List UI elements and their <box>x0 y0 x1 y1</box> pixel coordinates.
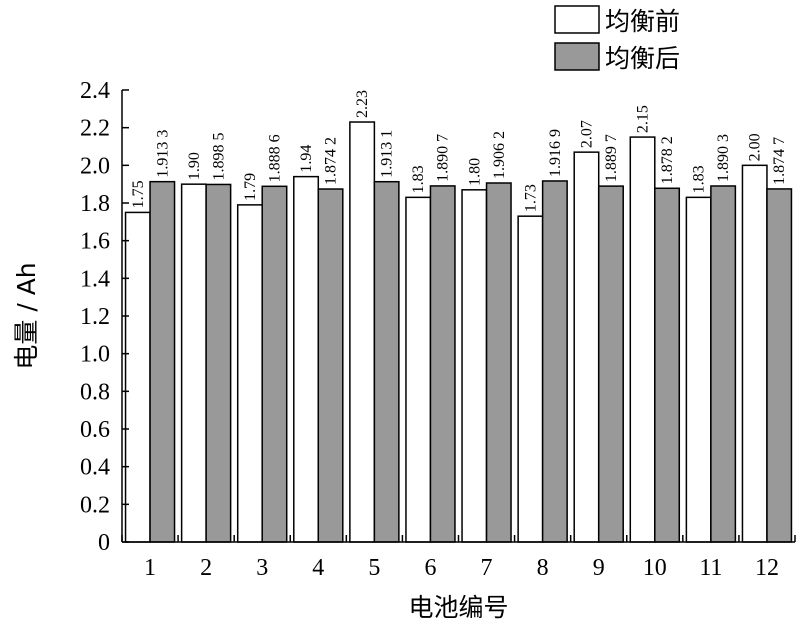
legend-label-after: 均衡后 <box>605 44 680 73</box>
y-tick-label-1.8: 1.8 <box>80 191 110 217</box>
y-tick-label-0.6: 0.6 <box>80 417 110 443</box>
data-label-after-11: 1.890 3 <box>715 134 732 182</box>
data-label-before-3: 1.79 <box>242 173 259 201</box>
y-tick-label-0.8: 0.8 <box>80 379 110 405</box>
bar-after-7 <box>485 182 512 543</box>
legend-swatch-after <box>554 42 600 71</box>
legend-swatch-before <box>554 5 600 34</box>
y-tick-label-0.4: 0.4 <box>80 455 110 481</box>
bar-before-3 <box>236 204 263 543</box>
bar-after-1 <box>149 180 176 543</box>
data-label-before-10: 2.15 <box>635 105 652 133</box>
data-label-before-7: 1.80 <box>466 158 483 186</box>
bar-before-5 <box>349 121 376 543</box>
x-tick-label-10: 10 <box>643 555 667 581</box>
y-tick-label-0: 0 <box>98 530 110 556</box>
y-tick-label-2.4: 2.4 <box>80 78 110 104</box>
bar-after-5 <box>373 180 400 543</box>
data-label-after-2: 1.898 5 <box>210 132 227 180</box>
data-label-before-6: 1.83 <box>410 165 427 193</box>
bar-before-1 <box>124 211 151 543</box>
bar-before-8 <box>517 215 544 543</box>
x-tick-label-3: 3 <box>256 555 268 581</box>
data-label-after-4: 1.874 2 <box>323 137 340 185</box>
data-labels: 1.75 1.913 3 1.90 1.898 5 1.79 1.888 6 1.94 1.8… <box>130 90 788 212</box>
bar-before-4 <box>293 175 320 543</box>
bar-before-2 <box>180 183 207 543</box>
data-label-before-11: 1.83 <box>691 165 708 193</box>
bar-before-10 <box>629 136 656 543</box>
data-label-after-7: 1.906 2 <box>491 131 508 179</box>
x-tick-label-12: 12 <box>755 555 779 581</box>
data-label-after-8: 1.916 9 <box>547 129 564 177</box>
data-label-after-1: 1.913 3 <box>154 130 171 178</box>
y-tick-label-1.0: 1.0 <box>80 342 110 368</box>
bar-after-8 <box>541 180 568 543</box>
x-tick-label-9: 9 <box>593 555 605 581</box>
y-axis-title: 电量 / Ah <box>12 262 41 369</box>
data-label-before-1: 1.75 <box>130 180 147 208</box>
bar-after-11 <box>710 185 737 543</box>
bar-before-11 <box>685 196 712 543</box>
data-label-before-4: 1.94 <box>298 145 315 173</box>
bar-after-12 <box>766 188 793 543</box>
y-tick-labels: 0 0.2 0.4 0.6 0.8 1.0 1.2 1.4 1.6 1.8 2.0 2.2 2.4 <box>80 78 110 556</box>
bar-after-6 <box>429 185 456 543</box>
y-tick-label-1.2: 1.2 <box>80 304 110 330</box>
bar-before-9 <box>573 151 600 543</box>
x-tick-label-1: 1 <box>144 555 156 581</box>
x-tick-label-8: 8 <box>537 555 549 581</box>
bars <box>124 121 793 543</box>
data-label-before-5: 2.23 <box>354 90 371 118</box>
data-label-before-12: 2.00 <box>747 133 764 161</box>
bar-after-4 <box>317 188 344 543</box>
x-tick-label-7: 7 <box>481 555 493 581</box>
x-tick-label-11: 11 <box>699 555 722 581</box>
bar-after-3 <box>261 185 288 543</box>
data-label-after-5: 1.913 1 <box>379 130 396 178</box>
legend-label-before: 均衡前 <box>605 7 680 36</box>
data-label-after-6: 1.890 7 <box>435 134 452 182</box>
x-tick-label-5: 5 <box>368 555 380 581</box>
bar-before-6 <box>405 196 432 543</box>
bar-after-2 <box>205 183 232 543</box>
data-label-after-10: 1.878 2 <box>659 136 676 184</box>
bar-after-10 <box>654 187 681 543</box>
bar-before-7 <box>461 189 488 543</box>
y-tick-label-1.6: 1.6 <box>80 229 110 255</box>
data-label-before-9: 2.07 <box>578 120 595 148</box>
x-tick-label-4: 4 <box>312 555 324 581</box>
data-label-after-12: 1.874 7 <box>771 137 788 185</box>
y-tick-label-2.2: 2.2 <box>80 116 110 142</box>
y-tick-label-2.0: 2.0 <box>80 153 110 179</box>
x-tick-label-6: 6 <box>424 555 436 581</box>
data-label-before-8: 1.73 <box>522 184 539 212</box>
data-label-before-2: 1.90 <box>186 152 203 180</box>
y-tick-label-1.4: 1.4 <box>80 266 110 292</box>
y-tick-label-0.2: 0.2 <box>80 492 110 518</box>
data-label-after-9: 1.889 7 <box>603 134 620 182</box>
axes <box>121 89 796 543</box>
x-tick-labels: 1 2 3 4 5 6 7 8 9 10 11 12 <box>144 555 779 581</box>
data-label-after-3: 1.888 6 <box>266 134 283 182</box>
bar-after-9 <box>597 185 624 543</box>
x-tick-label-2: 2 <box>200 555 212 581</box>
bar-before-12 <box>741 164 768 543</box>
x-axis-title: 电池编号 <box>408 593 508 622</box>
